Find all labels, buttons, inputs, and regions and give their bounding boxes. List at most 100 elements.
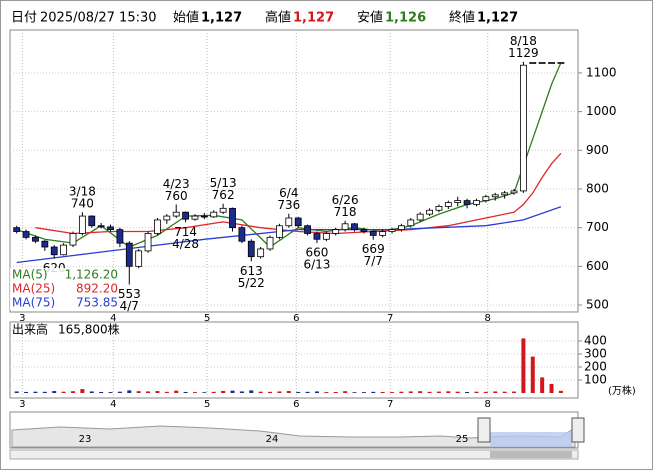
volume-bar [418, 391, 423, 393]
candle-body [266, 236, 274, 250]
candle-body [69, 233, 77, 246]
volume-bar [380, 391, 385, 393]
candle-body [154, 219, 161, 234]
x-tick-label: 7 [387, 313, 393, 324]
candle-body [107, 226, 114, 231]
volume-bar [221, 390, 226, 393]
volume-bar [239, 391, 244, 393]
candle-body [313, 233, 321, 240]
x-tick-label: 4 [110, 399, 116, 410]
volume-bar [512, 391, 517, 393]
candle-body [144, 233, 152, 252]
volume-latest: 165,800株 [58, 322, 120, 337]
volume-bar [14, 391, 19, 393]
annotation-price: 760 [165, 189, 188, 203]
annotation-price: 553 [118, 287, 141, 301]
volume-bar [136, 391, 141, 393]
open: 1,127 [201, 11, 242, 26]
candle-body [426, 209, 433, 215]
x-tick-label: 3 [19, 399, 25, 410]
annotation-price: 1129 [508, 46, 539, 60]
candle-body [32, 236, 39, 242]
annotation-price: 736 [277, 198, 300, 212]
candle-body [548, 62, 555, 64]
candle-body [285, 217, 293, 227]
volume-bar [268, 391, 273, 393]
x-tick-label: 6 [293, 399, 299, 410]
volume-bar [146, 391, 151, 393]
candle-body [519, 64, 527, 192]
volume-bar [155, 391, 160, 393]
volume-bar [211, 391, 216, 393]
volume-bar [549, 383, 554, 393]
y-tick-label: 1000 [586, 104, 617, 118]
volume-bar [99, 391, 104, 393]
candle-body [398, 225, 405, 231]
legend-name: MA(5) [12, 268, 48, 282]
volume-bar [42, 391, 47, 393]
low-label: 安値 [357, 10, 383, 26]
volume-bar [230, 390, 235, 393]
date: 2025/08/27 15:30 [40, 11, 157, 26]
volume-bar [427, 391, 432, 393]
volume-bar [80, 389, 85, 393]
volume-bar [52, 391, 57, 393]
legend-box [10, 268, 118, 310]
annotation-date: 8/18 [510, 34, 537, 48]
y-tick-label: 1100 [586, 65, 617, 79]
handle-left[interactable] [477, 417, 491, 443]
y-tick-label: 200 [584, 360, 607, 374]
scrollbar[interactable] [9, 449, 579, 460]
volume-bar [343, 391, 348, 393]
volume-bar [174, 390, 179, 393]
annotation-date: 4/7 [120, 299, 139, 313]
scrollbar-thumb[interactable] [490, 451, 572, 458]
candle-body [369, 231, 377, 236]
x-tick-label: 8 [485, 313, 491, 324]
candle-body [444, 202, 452, 207]
annotation-price: 762 [212, 188, 235, 202]
legend-name: MA(75) [12, 296, 55, 310]
candle-body [97, 225, 105, 228]
x-tick-label: 6 [293, 313, 299, 324]
price-panel [9, 29, 579, 313]
candle-body [407, 219, 415, 227]
legend-value: 1,126.20 [65, 268, 118, 282]
candle-body [491, 194, 499, 198]
y-tick-label: 300 [584, 347, 607, 361]
candle-body [341, 223, 349, 231]
volume-bar [183, 391, 188, 393]
volume-bar [277, 391, 282, 393]
candle-body [50, 246, 58, 256]
x-tick-label: 4 [110, 313, 116, 324]
candle-body [116, 229, 124, 244]
candle-body [135, 250, 143, 267]
candle-body [501, 192, 509, 196]
candle-body [41, 240, 49, 248]
candle-body [13, 227, 21, 232]
candle-body [60, 244, 68, 256]
volume-bar [61, 391, 66, 393]
volume-bar [70, 391, 75, 393]
candle-body [229, 207, 236, 229]
volume-bar [465, 391, 470, 393]
candle-body [191, 215, 199, 220]
volume-bar [446, 391, 451, 393]
annotation-date: 5/22 [238, 276, 265, 290]
legend: MA(5) 1,126.20 MA(25) 892.20 MA(75) 753.85 [10, 268, 118, 310]
y-tick-label: 900 [586, 143, 609, 157]
annotation-price: 669 [362, 242, 385, 256]
candle-body [304, 225, 311, 234]
candle-body [125, 242, 133, 267]
candle-body [219, 207, 227, 213]
volume-bar [249, 390, 254, 393]
candle-body [482, 196, 490, 201]
handle-right[interactable] [571, 417, 585, 443]
volume-bar [530, 356, 535, 393]
volume-bar [502, 391, 507, 393]
volume-bar [352, 392, 357, 393]
annotation-date: 6/4 [279, 186, 298, 200]
close-label: 終値 [449, 10, 475, 26]
open-label: 始値 [173, 10, 199, 26]
volume-bar [202, 392, 207, 393]
